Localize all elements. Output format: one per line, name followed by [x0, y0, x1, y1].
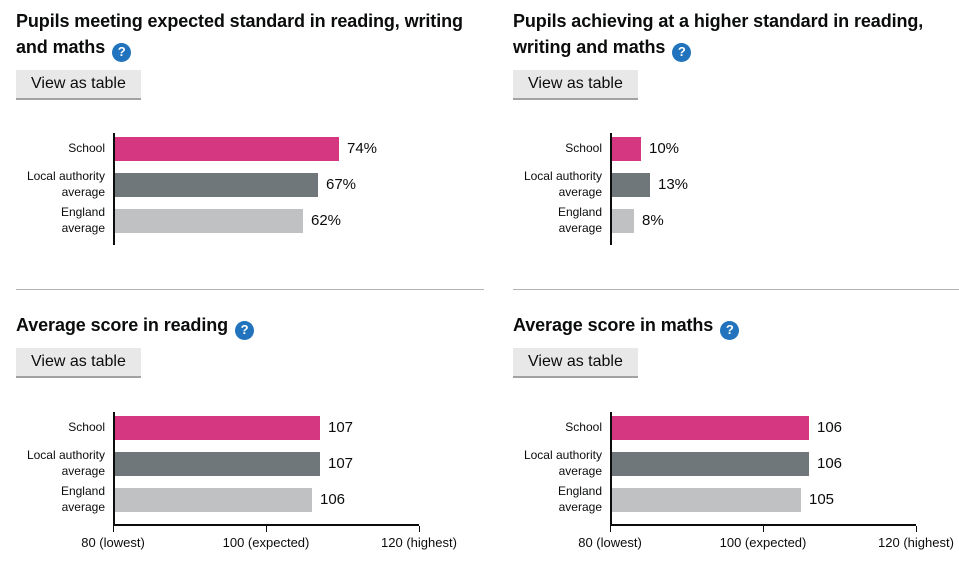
- y-axis-line: [113, 411, 115, 524]
- chart-rows: School 106 Local authority average 106 Engla…: [513, 411, 959, 524]
- help-icon[interactable]: ?: [672, 42, 692, 62]
- axis-tick-label: 100 (expected): [222, 534, 310, 550]
- bar-category-label: School: [565, 140, 602, 155]
- chart-rows: School 10% Local authority average 13% Engla…: [513, 132, 959, 245]
- bar-chart: School 10% Local authority average 13% Engla…: [513, 132, 959, 245]
- help-icon[interactable]: ?: [720, 320, 740, 340]
- bar-category-label: England average: [557, 483, 602, 514]
- chart-row: Local authority average 107: [16, 448, 484, 478]
- chart-title: Pupils meeting expected standard in read…: [16, 8, 484, 62]
- bar-england: [610, 208, 634, 233]
- chart-title-text: Average score in reading: [16, 315, 229, 335]
- chart-title: Average score in reading?: [16, 312, 484, 340]
- chart-section-reading-score: Average score in reading? View as table …: [16, 289, 484, 556]
- y-axis-line: [610, 411, 612, 524]
- chart-section-expected-standard: Pupils meeting expected standard in read…: [16, 0, 484, 289]
- chart-title-text: Average score in maths: [513, 315, 714, 335]
- chart-row: England average 62%: [16, 205, 484, 235]
- bar-local-authority: [610, 172, 650, 197]
- bar-england: [610, 487, 801, 512]
- bar-chart: School 107 Local authority average 107 Engla…: [16, 411, 484, 556]
- axis-tick-label: 120 (highest): [878, 534, 954, 550]
- help-icon[interactable]: ?: [235, 320, 255, 340]
- axis-tick-label: 80 (lowest): [81, 534, 145, 550]
- axis-tick: [916, 525, 917, 532]
- chart-row: School 107: [16, 415, 484, 440]
- chart-section-higher-standard: Pupils achieving at a higher standard in…: [513, 0, 959, 289]
- chart-row: School 74%: [16, 136, 484, 161]
- bar-school: [610, 415, 809, 440]
- axis-tick: [419, 525, 420, 532]
- bar-category-label: School: [68, 419, 105, 434]
- bar-value-label: 10%: [649, 140, 680, 157]
- bar-category-label: Local authority average: [26, 168, 105, 199]
- axis-tick: [610, 525, 611, 532]
- x-axis: 80 (lowest) 100 (expected) 120 (highest): [578, 523, 954, 556]
- bar-category-label: School: [68, 140, 105, 155]
- axis-tick: [763, 525, 764, 532]
- bar-category-label: England average: [60, 483, 105, 514]
- chart-row: Local authority average 67%: [16, 169, 484, 199]
- bar-category-label: Local authority average: [523, 447, 602, 478]
- axis-tick-label: 120 (highest): [381, 534, 457, 550]
- bar-value-label: 107: [328, 419, 354, 436]
- axis-tick: [113, 525, 114, 532]
- bar-category-label: Local authority average: [26, 447, 105, 478]
- chart-row: England average 105: [513, 484, 959, 514]
- view-as-table-button[interactable]: View as table: [513, 69, 638, 98]
- bar-value-label: 107: [328, 455, 354, 472]
- y-axis-line: [610, 132, 612, 245]
- bar-chart: School 74% Local authority average 67% Engla…: [16, 132, 484, 245]
- chart-row: England average 106: [16, 484, 484, 514]
- axis-tick-label: 100 (expected): [719, 534, 807, 550]
- bar-value-label: 106: [320, 491, 346, 508]
- chart-row: School 10%: [513, 136, 959, 161]
- chart-rows: School 107 Local authority average 107 Engla…: [16, 411, 484, 524]
- chart-title: Pupils achieving at a higher standard in…: [513, 8, 959, 62]
- bar-category-label: England average: [60, 204, 105, 235]
- chart-rows: School 74% Local authority average 67% Engla…: [16, 132, 484, 245]
- chart-title-text: Pupils meeting expected standard in read…: [16, 11, 463, 57]
- bar-value-label: 105: [809, 491, 835, 508]
- view-as-table-button[interactable]: View as table: [16, 69, 141, 98]
- chart-row: Local authority average 106: [513, 448, 959, 478]
- bar-value-label: 8%: [642, 212, 664, 229]
- bar-chart: School 106 Local authority average 106 Engla…: [513, 411, 959, 556]
- chart-title-text: Pupils achieving at a higher standard in…: [513, 11, 924, 57]
- bar-category-label: School: [565, 419, 602, 434]
- bar-category-label: Local authority average: [523, 168, 602, 199]
- bar-england: [113, 487, 312, 512]
- bar-school: [610, 136, 641, 161]
- chart-section-maths-score: Average score in maths? View as table Sc…: [513, 289, 959, 556]
- bar-value-label: 62%: [311, 212, 342, 229]
- bar-category-label: England average: [557, 204, 602, 235]
- view-as-table-button[interactable]: View as table: [16, 347, 141, 376]
- x-axis: 80 (lowest) 100 (expected) 120 (highest): [81, 523, 457, 556]
- bar-value-label: 67%: [326, 176, 357, 193]
- chart-row: School 106: [513, 415, 959, 440]
- bar-local-authority: [610, 451, 809, 476]
- view-as-table-button[interactable]: View as table: [513, 347, 638, 376]
- axis-tick-label: 80 (lowest): [578, 534, 642, 550]
- bar-value-label: 106: [817, 455, 843, 472]
- chart-row: Local authority average 13%: [513, 169, 959, 199]
- bar-school: [113, 136, 339, 161]
- bar-school: [113, 415, 320, 440]
- chart-row: England average 8%: [513, 205, 959, 235]
- help-icon[interactable]: ?: [112, 42, 132, 62]
- bar-england: [113, 208, 303, 233]
- bar-local-authority: [113, 172, 318, 197]
- chart-title: Average score in maths?: [513, 312, 959, 340]
- axis-tick: [266, 525, 267, 532]
- bar-value-label: 74%: [347, 140, 378, 157]
- bar-value-label: 106: [817, 419, 843, 436]
- y-axis-line: [113, 132, 115, 245]
- bar-local-authority: [113, 451, 320, 476]
- bar-value-label: 13%: [658, 176, 689, 193]
